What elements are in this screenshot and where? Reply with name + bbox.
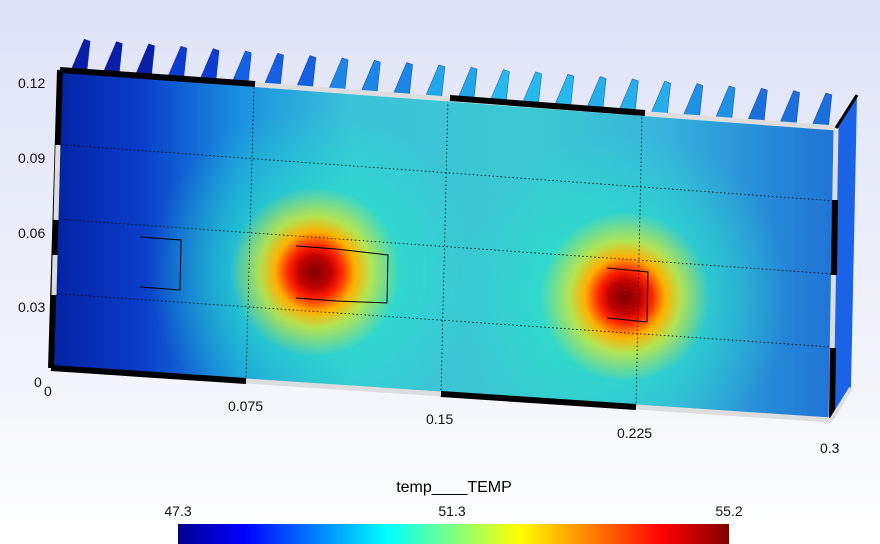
frame-left-edge-light — [53, 144, 61, 221]
component-outline-left — [139, 236, 182, 291]
colorbar: temp____TEMP 47.3 51.3 55.2 — [164, 479, 743, 544]
grid-line-horizontal — [57, 144, 835, 202]
frame-left-edge-light-2 — [51, 254, 58, 296]
component-outlines — [139, 236, 649, 323]
grid-lines — [53, 84, 835, 408]
frame-side-bottom-edge — [829, 386, 853, 422]
grid-line-vertical — [635, 113, 643, 408]
y-tick-label: 0.09 — [18, 150, 45, 166]
colorbar-min-label: 47.3 — [164, 503, 191, 519]
colorbar-mid-label: 51.3 — [438, 503, 465, 519]
frame-right-edge-dark-2 — [829, 347, 836, 419]
x-tick-label: 0 — [44, 383, 52, 399]
frame-bottom-edge-dark-2 — [440, 391, 637, 410]
component-outline-middle — [295, 245, 389, 304]
y-tick-label: 0.12 — [18, 75, 45, 91]
y-axis: 0 0.03 0.06 0.09 0.12 — [18, 75, 45, 390]
y-tick-label: 0.03 — [18, 299, 45, 315]
frame-top-edge-dark-1 — [59, 67, 256, 87]
x-tick-label: 0.075 — [228, 398, 263, 414]
colorbar-max-label: 55.2 — [715, 503, 742, 519]
frame-side-top-edge — [834, 94, 859, 129]
fins-group — [69, 38, 833, 129]
colorbar-title: temp____TEMP — [396, 479, 512, 496]
frame-right-edge-dark-1 — [831, 199, 838, 276]
x-tick-label: 0.225 — [617, 425, 652, 441]
component-outline-right — [606, 267, 649, 323]
x-tick-label: 0.3 — [820, 440, 840, 456]
frame-top-edge-dark-2 — [449, 95, 646, 116]
y-tick-label: 0.06 — [18, 225, 45, 241]
frame-bottom-edge-dark-1 — [50, 365, 247, 384]
y-tick-label: 0 — [34, 374, 42, 390]
x-tick-label: 0.15 — [426, 411, 453, 427]
x-axis: 0 0.075 0.15 0.225 0.3 — [44, 383, 840, 456]
colorbar-bar — [178, 524, 729, 544]
grid-line-vertical — [245, 84, 255, 382]
grid-line-vertical — [440, 98, 449, 395]
frame — [48, 67, 859, 423]
